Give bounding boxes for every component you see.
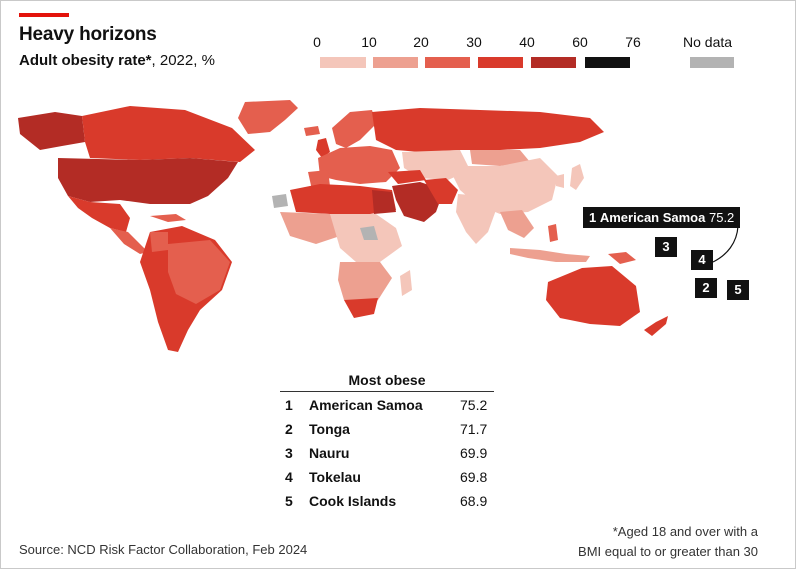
table-row: 3 Nauru 69.9 [280, 445, 494, 467]
new-zealand [644, 316, 668, 336]
row-name: Cook Islands [309, 493, 397, 509]
usa [58, 158, 238, 204]
world-map [18, 100, 739, 352]
subtitle-main: Adult obesity rate* [19, 52, 152, 69]
row-rank: 2 [285, 421, 293, 437]
japan [570, 164, 584, 190]
mongolia [470, 150, 530, 166]
rank-badge-cook-islands: 5 [727, 280, 749, 300]
rank-badge-tokelau: 4 [691, 250, 713, 270]
footnote: *Aged 18 and over with a BMI equal to or… [578, 522, 758, 562]
row-value: 71.7 [460, 421, 488, 437]
india [456, 194, 496, 244]
indonesia [510, 248, 590, 262]
row-rank: 5 [285, 493, 293, 509]
greenland [238, 100, 298, 134]
accent-bar [19, 13, 69, 17]
egypt [372, 190, 396, 214]
table-row: 5 Cook Islands 68.9 [280, 493, 494, 515]
rank-badge-nauru: 3 [655, 237, 677, 257]
callout-rank: 1 [589, 210, 597, 225]
europe [318, 146, 400, 184]
australia [546, 266, 640, 326]
callout-leader [712, 225, 739, 263]
source-note: Source: NCD Risk Factor Collaboration, F… [19, 542, 308, 557]
legend-swatch [320, 57, 366, 68]
russia [372, 108, 604, 152]
legend-tick: 10 [361, 34, 377, 50]
legend-tick: 60 [572, 34, 588, 50]
row-value: 69.9 [460, 445, 488, 461]
legend-swatch [585, 57, 630, 68]
footnote-line: *Aged 18 and over with a [612, 524, 758, 539]
subtitle-rest: , 2022, % [151, 52, 215, 69]
row-rank: 4 [285, 469, 293, 485]
uk [316, 138, 330, 158]
legend-no-data-swatch [690, 57, 734, 68]
korea [556, 174, 564, 188]
table-row: 4 Tokelau 69.8 [280, 469, 494, 491]
west-africa [280, 212, 340, 244]
iran [424, 178, 458, 204]
row-name: Tonga [309, 421, 350, 437]
papua-new-guinea [608, 252, 636, 264]
cuba [150, 214, 186, 222]
footnote-line: BMI equal to or greater than 30 [578, 544, 758, 559]
legend-swatch [373, 57, 418, 68]
callout-name: American Samoa [599, 210, 706, 225]
legend-tick: 40 [519, 34, 535, 50]
legend-tick: 20 [413, 34, 429, 50]
rank-badge-tonga: 2 [695, 278, 717, 298]
row-rank: 3 [285, 445, 293, 461]
row-rank: 1 [285, 397, 293, 413]
row-value: 75.2 [460, 397, 488, 413]
american-samoa-callout: 1 American Samoa 75.2 [583, 207, 741, 228]
chart-title: Heavy horizons [19, 24, 157, 45]
philippines [548, 224, 558, 242]
table-title: Most obese [348, 372, 426, 388]
madagascar [400, 270, 412, 296]
row-value: 69.8 [460, 469, 488, 485]
south-africa [344, 298, 378, 318]
southeast-asia [500, 210, 534, 238]
canada [82, 106, 255, 162]
scandinavia [332, 110, 376, 148]
row-name: Tokelau [309, 469, 361, 485]
row-name: Nauru [309, 445, 350, 461]
north-africa [290, 184, 396, 214]
legend-swatch [531, 57, 576, 68]
table-rule [280, 391, 494, 392]
row-name: American Samoa [309, 397, 423, 413]
callout-value: 75.2 [708, 210, 735, 225]
turkey [388, 170, 426, 184]
central-america [110, 228, 148, 254]
mexico [68, 196, 130, 232]
colombia [150, 232, 168, 252]
legend-tick: 30 [466, 34, 482, 50]
alaska [18, 112, 85, 150]
iceland [304, 126, 320, 136]
table-row: 2 Tonga 71.7 [280, 421, 494, 443]
legend-no-data-label: No data [683, 34, 733, 50]
chart-subtitle: Adult obesity rate*, 2022, % [19, 52, 215, 69]
legend-swatch [425, 57, 470, 68]
brazil [168, 240, 230, 304]
somalia [360, 226, 378, 240]
row-value: 68.9 [460, 493, 488, 509]
western-sahara [272, 194, 288, 208]
legend-tick: 76 [625, 34, 641, 50]
table-row: 1 American Samoa 75.2 [280, 397, 494, 419]
legend-tick: 0 [313, 34, 321, 50]
legend-swatch [478, 57, 523, 68]
